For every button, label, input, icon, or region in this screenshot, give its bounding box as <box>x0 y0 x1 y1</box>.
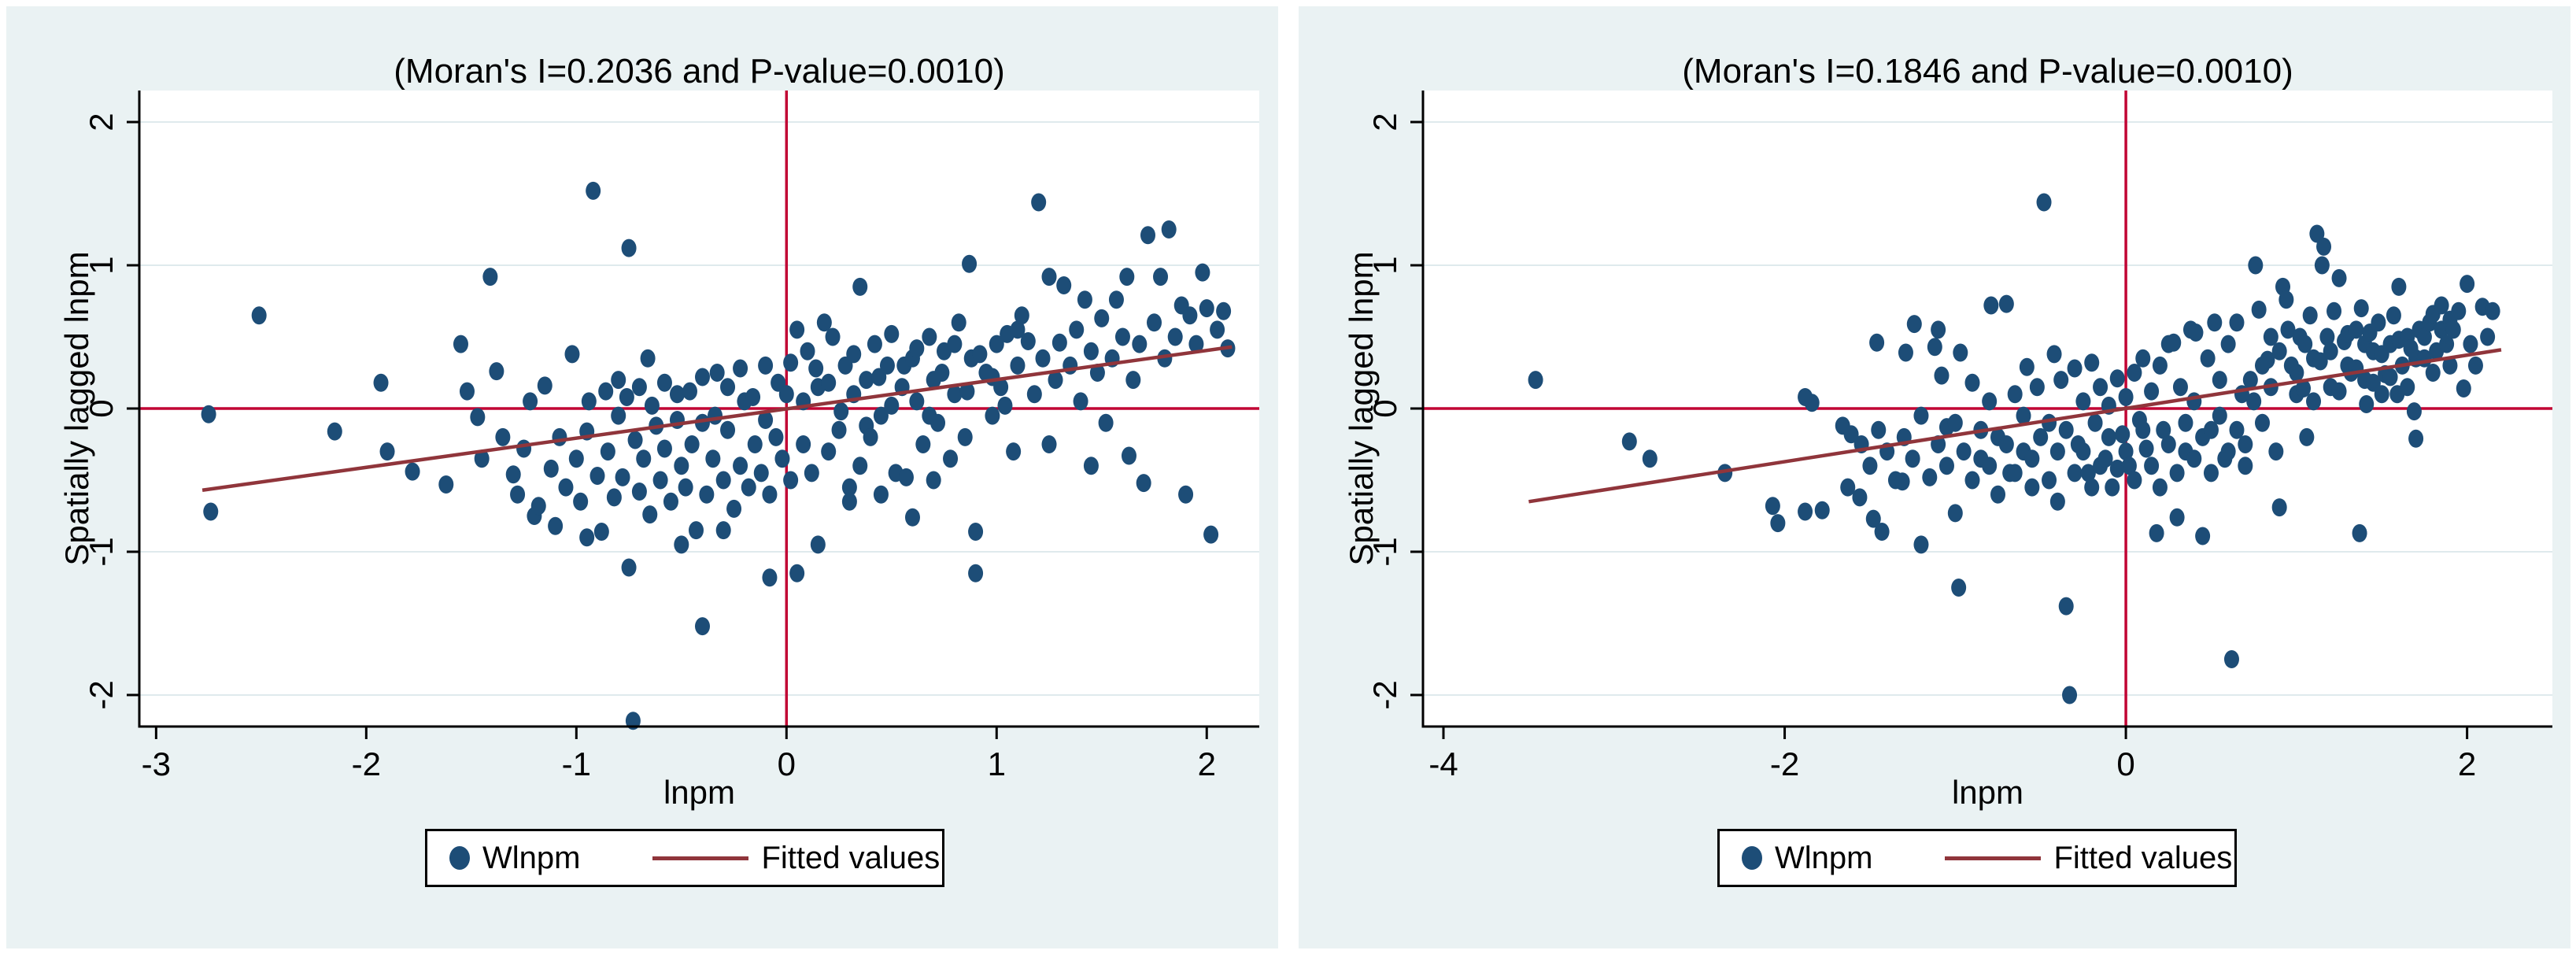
svg-text:-3: -3 <box>142 745 171 782</box>
svg-text:2: 2 <box>2458 745 2476 782</box>
legend-label-fitted-values: Fitted values <box>2053 840 2233 875</box>
y-axis-label: Spatially lagged lnpm <box>58 251 95 566</box>
svg-text:0: 0 <box>83 399 120 417</box>
svg-text:1: 1 <box>1366 256 1403 274</box>
plot-title: (Moran's I=0.2036 and P-value=0.0010) <box>394 52 1005 91</box>
plot-title: (Moran's I=0.1846 and P-value=0.0010) <box>1682 52 2293 91</box>
x-axis-label: lnpm <box>663 774 736 811</box>
scatter-plot-canvas-right: -4 -2 0 2 2 1 0 -1 -2 <box>1366 91 2552 782</box>
fitted-line-icon <box>1945 856 2042 860</box>
moran-scatter-card-left: -3 -2 -1 0 1 2 2 1 0 -1 -2 (Moran's I=0.2036 and P… <box>6 6 1278 948</box>
svg-text:2: 2 <box>1366 113 1403 131</box>
legend-label-fitted-values: Fitted values <box>761 840 941 875</box>
x-axis-label: lnpm <box>1951 774 2024 811</box>
svg-text:-1: -1 <box>562 745 591 782</box>
svg-text:0: 0 <box>1366 399 1403 417</box>
svg-text:-1: -1 <box>1366 537 1403 566</box>
legend: Wlnpm Fitted values <box>1717 829 2237 887</box>
svg-text:-2: -2 <box>1366 680 1403 709</box>
legend-label-wlnpm: Wlnpm <box>1775 840 1873 875</box>
scatter-plot-canvas-left: -3 -2 -1 0 1 2 2 1 0 -1 -2 <box>83 91 1259 782</box>
legend: Wlnpm Fitted values <box>425 829 944 887</box>
scatter-marker-icon <box>449 846 470 870</box>
svg-text:0: 0 <box>778 745 796 782</box>
y-axis-label: Spatially lagged lnpm <box>1343 251 1380 566</box>
svg-text:1: 1 <box>988 745 1006 782</box>
svg-text:-2: -2 <box>1770 745 1799 782</box>
svg-text:1: 1 <box>83 256 120 274</box>
svg-text:-2: -2 <box>352 745 381 782</box>
svg-text:2: 2 <box>83 113 120 131</box>
svg-text:2: 2 <box>1198 745 1216 782</box>
fitted-line-icon <box>652 856 749 860</box>
legend-label-wlnpm: Wlnpm <box>482 840 581 875</box>
moran-scatter-card-right: -4 -2 0 2 2 1 0 -1 -2 (Moran's I=0.1846 and P-va… <box>1299 6 2570 948</box>
svg-text:-2: -2 <box>83 680 120 709</box>
svg-text:0: 0 <box>2116 745 2134 782</box>
scatter-marker-icon <box>1742 846 1762 870</box>
svg-text:-1: -1 <box>83 537 120 566</box>
svg-text:-4: -4 <box>1428 745 1458 782</box>
